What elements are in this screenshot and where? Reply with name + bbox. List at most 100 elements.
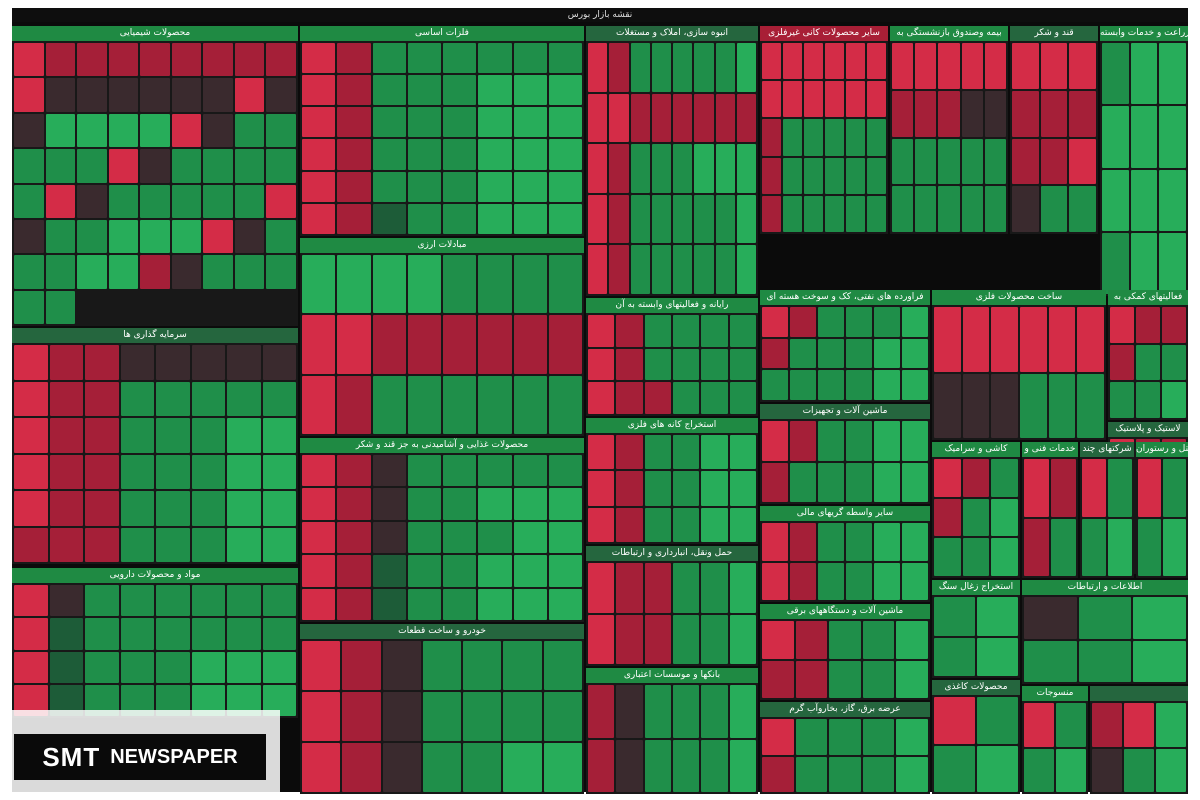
stock-tile[interactable] bbox=[120, 491, 154, 526]
stock-tile[interactable] bbox=[977, 597, 1018, 636]
stock-tile[interactable] bbox=[673, 685, 700, 738]
stock-tile[interactable] bbox=[1012, 90, 1039, 137]
stock-tile[interactable] bbox=[934, 745, 975, 792]
sector-block[interactable]: انبوه سازی، املاک و مستغلات bbox=[586, 26, 758, 296]
stock-tile[interactable] bbox=[120, 381, 154, 416]
stock-tile[interactable] bbox=[1110, 307, 1134, 343]
stock-tile[interactable] bbox=[673, 194, 693, 244]
stock-tile[interactable] bbox=[790, 562, 816, 600]
stock-tile[interactable] bbox=[991, 459, 1018, 497]
stock-tile[interactable] bbox=[266, 113, 296, 148]
stock-tile[interactable] bbox=[1156, 703, 1186, 747]
stock-tile[interactable] bbox=[443, 315, 477, 374]
stock-tile[interactable] bbox=[962, 538, 990, 576]
stock-tile[interactable] bbox=[762, 119, 781, 156]
sector-header[interactable]: هتل و رستوران bbox=[1136, 442, 1188, 457]
stock-tile[interactable] bbox=[262, 585, 296, 617]
stock-tile[interactable] bbox=[1108, 518, 1132, 576]
stock-tile[interactable] bbox=[266, 78, 296, 112]
stock-tile[interactable] bbox=[818, 307, 844, 337]
stock-tile[interactable] bbox=[302, 43, 336, 74]
stock-tile[interactable] bbox=[372, 75, 406, 106]
stock-tile[interactable] bbox=[1163, 459, 1186, 517]
stock-tile[interactable] bbox=[644, 315, 671, 347]
stock-tile[interactable] bbox=[846, 81, 865, 118]
stock-tile[interactable] bbox=[45, 43, 76, 77]
stock-tile[interactable] bbox=[938, 90, 960, 137]
stock-tile[interactable] bbox=[543, 641, 582, 690]
stock-tile[interactable] bbox=[171, 43, 202, 77]
stock-tile[interactable] bbox=[1051, 459, 1076, 517]
stock-tile[interactable] bbox=[729, 382, 756, 414]
stock-tile[interactable] bbox=[783, 195, 802, 232]
stock-tile[interactable] bbox=[644, 614, 671, 664]
stock-tile[interactable] bbox=[1069, 43, 1096, 89]
stock-tile[interactable] bbox=[892, 90, 914, 137]
sector-block[interactable]: ساخت محصولات فلزی bbox=[932, 290, 1106, 440]
stock-tile[interactable] bbox=[1040, 138, 1068, 185]
stock-tile[interactable] bbox=[234, 43, 265, 77]
stock-tile[interactable] bbox=[588, 245, 608, 294]
stock-tile[interactable] bbox=[896, 660, 928, 698]
stock-tile[interactable] bbox=[762, 157, 781, 194]
stock-tile[interactable] bbox=[896, 719, 928, 755]
stock-tile[interactable] bbox=[902, 338, 928, 369]
stock-tile[interactable] bbox=[715, 43, 735, 92]
stock-tile[interactable] bbox=[407, 139, 441, 170]
stock-tile[interactable] bbox=[548, 455, 582, 487]
stock-tile[interactable] bbox=[804, 81, 823, 118]
stock-tile[interactable] bbox=[1102, 232, 1129, 294]
stock-tile[interactable] bbox=[962, 498, 990, 537]
stock-tile[interactable] bbox=[120, 618, 154, 650]
sector-header[interactable]: کاشی و سرامیک bbox=[932, 442, 1020, 457]
stock-tile[interactable] bbox=[588, 43, 608, 92]
stock-tile[interactable] bbox=[478, 139, 512, 170]
stock-tile[interactable] bbox=[804, 195, 823, 232]
stock-tile[interactable] bbox=[191, 418, 225, 453]
stock-tile[interactable] bbox=[108, 255, 139, 289]
stock-tile[interactable] bbox=[783, 157, 802, 194]
stock-tile[interactable] bbox=[548, 375, 582, 434]
stock-tile[interactable] bbox=[1138, 518, 1161, 576]
stock-tile[interactable] bbox=[673, 245, 693, 294]
stock-tile[interactable] bbox=[673, 563, 700, 613]
sector-block[interactable]: عرضه برق، گاز، بخاروآب گرم bbox=[760, 702, 930, 794]
stock-tile[interactable] bbox=[422, 692, 462, 741]
stock-tile[interactable] bbox=[938, 138, 960, 185]
sector-header[interactable]: فراورده های نفتی، کک و سوخت هسته ای bbox=[760, 290, 930, 305]
sector-header[interactable]: سایر محصولات کانی غیرفلزی bbox=[760, 26, 888, 41]
stock-tile[interactable] bbox=[513, 203, 547, 234]
stock-tile[interactable] bbox=[862, 621, 895, 659]
stock-tile[interactable] bbox=[513, 75, 547, 106]
stock-tile[interactable] bbox=[846, 157, 865, 194]
stock-tile[interactable] bbox=[829, 719, 861, 755]
stock-tile[interactable] bbox=[503, 641, 542, 690]
stock-tile[interactable] bbox=[443, 255, 477, 314]
stock-tile[interactable] bbox=[443, 521, 477, 554]
stock-tile[interactable] bbox=[962, 459, 990, 497]
stock-tile[interactable] bbox=[961, 186, 983, 232]
stock-tile[interactable] bbox=[644, 685, 671, 738]
stock-tile[interactable] bbox=[701, 315, 728, 347]
stock-tile[interactable] bbox=[227, 454, 261, 489]
stock-tile[interactable] bbox=[227, 381, 261, 416]
sector-header[interactable]: ماشین آلات و دستگاههای برقی bbox=[760, 604, 930, 619]
sector-block[interactable]: زراعت و خدمات وابسته bbox=[1100, 26, 1188, 296]
stock-tile[interactable] bbox=[867, 195, 886, 232]
stock-tile[interactable] bbox=[715, 194, 735, 244]
stock-tile[interactable] bbox=[49, 618, 83, 650]
stock-tile[interactable] bbox=[701, 563, 728, 613]
stock-tile[interactable] bbox=[783, 119, 802, 156]
stock-tile[interactable] bbox=[140, 78, 170, 112]
stock-tile[interactable] bbox=[337, 521, 371, 554]
stock-tile[interactable] bbox=[49, 381, 83, 416]
stock-tile[interactable] bbox=[701, 435, 728, 470]
stock-tile[interactable] bbox=[382, 692, 421, 741]
stock-tile[interactable] bbox=[302, 521, 336, 554]
stock-tile[interactable] bbox=[1159, 232, 1186, 294]
stock-tile[interactable] bbox=[513, 521, 547, 554]
stock-tile[interactable] bbox=[1102, 43, 1129, 105]
stock-tile[interactable] bbox=[45, 290, 76, 324]
stock-tile[interactable] bbox=[1108, 459, 1132, 517]
stock-tile[interactable] bbox=[1163, 518, 1186, 576]
